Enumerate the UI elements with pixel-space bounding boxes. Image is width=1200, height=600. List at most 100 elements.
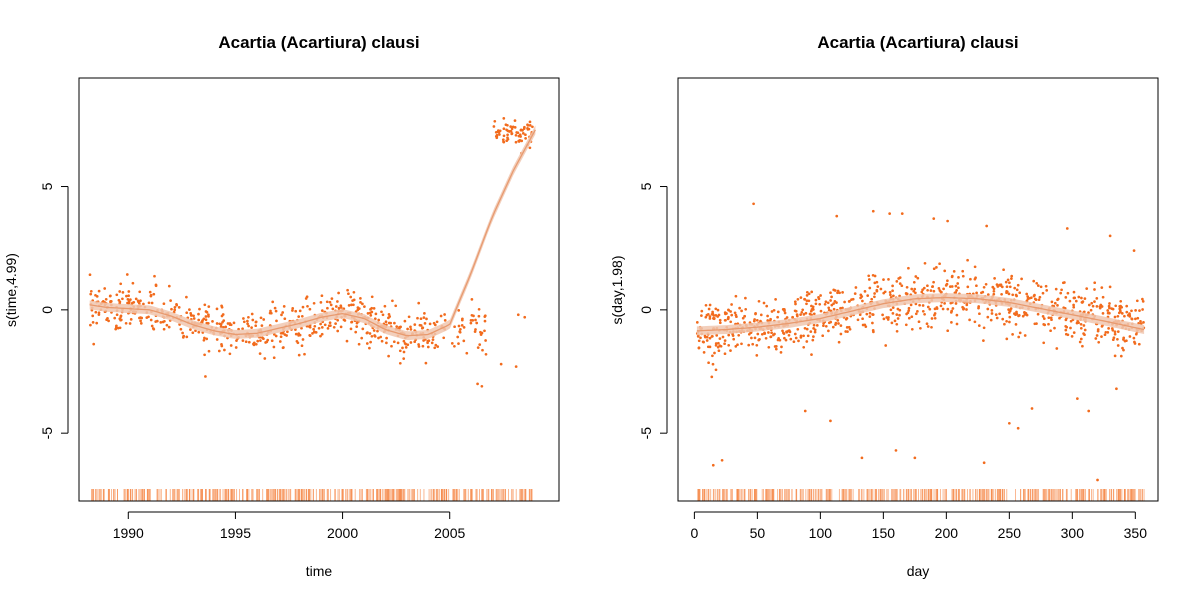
- right-data-point: [839, 324, 843, 327]
- right-data-point: [884, 344, 888, 347]
- left-data-point: [387, 313, 391, 316]
- left-data-point: [159, 321, 163, 324]
- left-data-point: [524, 133, 527, 137]
- right-data-point: [835, 301, 838, 304]
- right-data-point: [772, 308, 776, 312]
- right-data-point: [756, 332, 760, 336]
- left-data-point: [221, 320, 224, 324]
- left-data-point: [320, 326, 324, 329]
- left-data-point: [185, 311, 189, 315]
- right-data-point: [910, 287, 914, 291]
- right-outlier-point: [720, 458, 724, 462]
- left-data-point: [142, 302, 145, 306]
- left-data-point: [374, 312, 378, 316]
- left-data-point: [419, 317, 423, 321]
- right-data-point: [957, 286, 960, 290]
- right-data-point: [1066, 291, 1070, 295]
- left-data-point: [207, 313, 210, 317]
- left-data-point: [177, 306, 181, 309]
- left-y-tick-label: 5: [39, 182, 55, 190]
- right-data-point: [982, 339, 985, 342]
- left-data-point: [510, 127, 514, 131]
- right-data-point: [873, 281, 877, 285]
- right-outlier-point: [1096, 478, 1099, 482]
- left-data-point: [495, 135, 499, 138]
- right-data-point: [804, 311, 808, 315]
- left-data-point: [361, 302, 364, 306]
- right-data-point: [1100, 325, 1104, 328]
- left-data-point: [204, 315, 208, 318]
- right-data-point: [977, 324, 981, 327]
- left-data-point: [274, 334, 278, 338]
- right-data-point: [1139, 322, 1143, 325]
- right-data-point: [1123, 314, 1126, 318]
- left-data-point: [377, 318, 381, 322]
- right-data-point: [1026, 295, 1030, 298]
- left-data-point: [265, 340, 269, 344]
- right-outlier-point: [1030, 407, 1034, 410]
- right-data-point: [830, 303, 834, 307]
- right-data-point: [914, 312, 918, 316]
- left-data-point: [311, 332, 314, 335]
- left-data-point: [509, 125, 513, 128]
- right-data-point: [1009, 307, 1013, 310]
- left-data-point: [479, 333, 483, 336]
- right-data-point: [733, 311, 737, 315]
- left-data-point: [462, 339, 466, 343]
- right-data-point: [800, 310, 804, 314]
- right-data-point: [984, 282, 988, 286]
- left-data-point: [366, 331, 369, 334]
- right-data-point: [767, 331, 770, 334]
- right-data-point: [823, 302, 827, 306]
- right-data-point: [1072, 305, 1076, 309]
- left-data-point: [291, 309, 294, 312]
- right-data-point: [1020, 277, 1023, 281]
- right-data-point: [1077, 295, 1081, 299]
- right-data-point: [923, 312, 926, 316]
- right-data-point: [954, 302, 958, 305]
- left-data-point: [202, 317, 206, 321]
- right-x-axis-label: day: [907, 563, 930, 579]
- left-data-point: [407, 315, 411, 319]
- right-data-point: [714, 307, 718, 311]
- left-data-point: [272, 345, 276, 349]
- right-data-point: [868, 315, 872, 318]
- right-data-point: [1108, 285, 1112, 289]
- left-data-point: [269, 309, 272, 313]
- right-data-point: [813, 328, 817, 332]
- left-data-point: [460, 318, 464, 322]
- left-data-point: [450, 342, 454, 345]
- left-data-point: [312, 327, 315, 331]
- left-data-point: [431, 338, 435, 341]
- right-data-point: [921, 288, 924, 292]
- left-outlier-point: [523, 315, 527, 319]
- right-data-point: [737, 333, 741, 337]
- right-outlier-point: [1007, 421, 1011, 425]
- left-data-point: [300, 344, 304, 348]
- right-data-point: [990, 309, 994, 312]
- right-data-point: [973, 265, 977, 269]
- right-data-point: [805, 327, 809, 331]
- right-data-point: [966, 258, 969, 262]
- right-data-point: [891, 289, 894, 293]
- right-data-point: [750, 336, 753, 340]
- right-data-point: [914, 291, 917, 295]
- left-data-point: [372, 307, 376, 310]
- left-data-point: [244, 340, 248, 344]
- left-data-point: [185, 295, 188, 299]
- right-data-point: [811, 338, 815, 342]
- right-data-point: [832, 307, 836, 311]
- right-data-point: [973, 277, 977, 281]
- left-data-point: [434, 343, 438, 347]
- right-data-point: [1113, 354, 1117, 358]
- right-data-point: [926, 288, 929, 292]
- left-data-point: [228, 323, 232, 327]
- right-data-point: [905, 312, 908, 316]
- left-data-point: [352, 290, 356, 294]
- left-data-point: [308, 307, 312, 311]
- right-data-point: [995, 316, 999, 320]
- right-data-point: [1091, 304, 1095, 308]
- right-data-point: [1108, 302, 1111, 305]
- right-data-point: [1055, 347, 1059, 350]
- right-data-point: [871, 329, 875, 332]
